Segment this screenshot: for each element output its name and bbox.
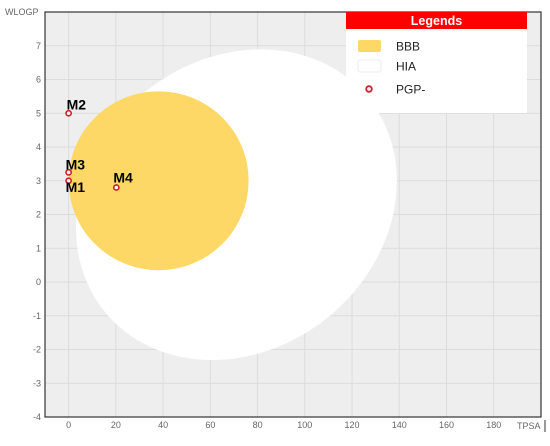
legend-swatch-hia xyxy=(357,59,382,73)
y-tick-label: 0 xyxy=(36,277,41,287)
data-point-m2[interactable] xyxy=(65,109,73,117)
point-label-m4: M4 xyxy=(113,170,133,186)
x-tick-label: 100 xyxy=(297,420,312,430)
regions xyxy=(68,49,397,361)
plot-border xyxy=(44,11,542,418)
data-points: M1 M2 M3 M4 xyxy=(65,96,133,195)
legend: Legends BBB HIA PGP- xyxy=(346,12,527,113)
y-axis-title: WLOGP xyxy=(5,7,39,17)
legend-label-pgp: PGP- xyxy=(396,83,425,97)
y-tick-label: -2 xyxy=(33,345,41,355)
legend-swatch-pgp xyxy=(365,85,373,93)
x-tick-label: 180 xyxy=(486,420,501,430)
y-tick-label: 3 xyxy=(36,176,41,186)
y-tick-label: -1 xyxy=(33,311,41,321)
x-tick-label: 140 xyxy=(392,420,407,430)
legend-title-bar xyxy=(346,12,527,29)
legend-label-bbb: BBB xyxy=(396,40,420,54)
y-tick-label: -3 xyxy=(33,378,41,388)
point-label-m1: M1 xyxy=(66,179,86,195)
y-tick-label: -4 xyxy=(33,412,41,422)
x-tick-label: 60 xyxy=(205,420,215,430)
legend-label-hia: HIA xyxy=(396,60,416,74)
legend-swatch-bbb xyxy=(358,40,381,52)
y-tick-label: 4 xyxy=(36,142,41,152)
y-tick-label: 7 xyxy=(36,41,41,51)
y-tick-label: 5 xyxy=(36,108,41,118)
region-bbb xyxy=(68,91,249,271)
x-tick-label: 80 xyxy=(253,420,263,430)
x-tick-label: 120 xyxy=(345,420,360,430)
x-tick-label: 40 xyxy=(158,420,168,430)
x-tick-labels: 0 20 40 60 80 100 120 140 160 180 xyxy=(66,420,501,430)
x-tick-label: 0 xyxy=(66,420,71,430)
x-tick-label: 160 xyxy=(439,420,454,430)
x-tick-label: 20 xyxy=(111,420,121,430)
y-tick-labels: -4 -3 -2 -1 0 1 2 3 4 5 6 7 xyxy=(33,41,41,422)
y-tick-label: 1 xyxy=(36,243,41,253)
data-point-m3[interactable] xyxy=(65,168,73,176)
y-tick-label: 6 xyxy=(36,75,41,85)
point-label-m2: M2 xyxy=(67,96,87,112)
x-axis-title: TPSA xyxy=(517,421,541,431)
y-tick-label: 2 xyxy=(36,210,41,220)
point-label-m3: M3 xyxy=(66,156,86,172)
data-point-m1[interactable] xyxy=(65,177,73,185)
legend-title: Legends xyxy=(411,14,462,28)
data-point-m4[interactable] xyxy=(112,184,120,191)
